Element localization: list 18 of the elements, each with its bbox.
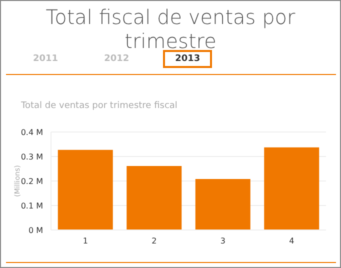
y-tick-label: 0.2 M [20, 176, 44, 186]
y-tick-label: 0 M [28, 226, 44, 235]
bar [264, 147, 320, 230]
bar [58, 150, 113, 230]
x-tick-label: 3 [220, 236, 226, 246]
bar [126, 166, 182, 230]
x-tick-label: 2 [152, 236, 157, 246]
x-tick-label: 4 [289, 236, 294, 246]
x-tick-label: 1 [82, 236, 88, 246]
text: 2011 [32, 53, 60, 66]
bar [195, 179, 250, 230]
y-tick-label: 0.1 M [20, 201, 44, 210]
chart-subtitle: Total de ventas por trimestre fiscal [21, 101, 178, 111]
text: 2012 [104, 54, 130, 64]
y-tick-label: 0.4 M [20, 128, 44, 137]
chart-title: Total fiscal de ventas por trimestre [44, 5, 296, 53]
text: 2013 [175, 54, 200, 64]
y-tick-label: 0.3 M [20, 152, 44, 162]
